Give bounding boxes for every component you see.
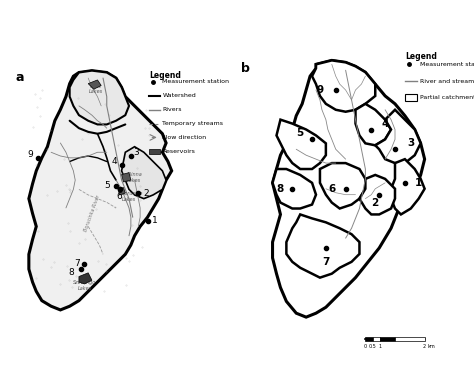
Bar (395, 337, 425, 341)
Text: 1: 1 (152, 216, 158, 225)
Text: Partial catchment: Partial catchment (419, 96, 474, 100)
Text: 3: 3 (134, 148, 139, 157)
Text: Watershed: Watershed (163, 93, 196, 98)
Text: 0.5: 0.5 (369, 344, 377, 349)
Text: Wels
Lakes: Wels Lakes (89, 84, 103, 94)
Text: 7: 7 (74, 259, 80, 268)
Text: Measurement station: Measurement station (419, 62, 474, 67)
Text: 4: 4 (111, 157, 117, 166)
Text: Flow direction: Flow direction (163, 135, 207, 140)
Text: 1: 1 (379, 344, 382, 349)
Polygon shape (273, 60, 425, 317)
Polygon shape (320, 163, 365, 209)
Text: Reservoirs: Reservoirs (163, 149, 195, 154)
Polygon shape (70, 71, 129, 125)
Text: b: b (241, 62, 250, 75)
Polygon shape (391, 159, 425, 214)
Polygon shape (118, 188, 125, 195)
Text: 4: 4 (382, 118, 389, 129)
Polygon shape (312, 60, 375, 112)
Polygon shape (375, 110, 421, 163)
Text: Boruckie
Lakes: Boruckie Lakes (122, 191, 143, 202)
Bar (380, 337, 395, 341)
Text: River and streams: River and streams (419, 79, 474, 84)
Text: Glinna
Lakes: Glinna Lakes (127, 172, 143, 183)
Text: Szewingo
Lakes: Szewingo Lakes (73, 280, 96, 291)
Bar (149, 149, 160, 154)
Text: 1: 1 (415, 178, 422, 188)
Polygon shape (286, 214, 359, 278)
Text: Rivers: Rivers (163, 107, 182, 112)
Text: 9: 9 (28, 150, 34, 159)
Text: a: a (16, 71, 24, 84)
Text: 6: 6 (328, 184, 336, 194)
Polygon shape (356, 104, 391, 145)
Polygon shape (273, 169, 316, 209)
Text: 7: 7 (322, 257, 329, 267)
Text: Measurement station: Measurement station (163, 79, 229, 84)
Text: Borucinka River: Borucinka River (83, 194, 101, 233)
Polygon shape (29, 71, 172, 310)
Bar (365, 337, 373, 341)
Text: 2: 2 (423, 344, 426, 349)
Text: km: km (428, 344, 435, 349)
Text: 5: 5 (104, 181, 109, 190)
Polygon shape (88, 80, 101, 89)
Text: 2: 2 (143, 189, 148, 197)
Text: 2: 2 (372, 197, 379, 207)
Polygon shape (79, 273, 92, 284)
Text: Legend: Legend (149, 71, 181, 80)
Text: Legend: Legend (405, 52, 437, 62)
Text: 8: 8 (277, 184, 284, 194)
Text: 0: 0 (364, 344, 367, 349)
Polygon shape (359, 175, 395, 214)
Bar (373, 337, 380, 341)
Polygon shape (276, 120, 326, 169)
Text: 5: 5 (297, 128, 304, 138)
Bar (405, 94, 417, 101)
Text: Temporary streams: Temporary streams (163, 121, 223, 126)
Text: 9: 9 (316, 85, 324, 95)
Polygon shape (122, 147, 166, 199)
Polygon shape (122, 173, 131, 182)
Text: 8: 8 (69, 268, 74, 277)
Text: 3: 3 (407, 138, 414, 148)
Text: 6: 6 (117, 192, 123, 201)
